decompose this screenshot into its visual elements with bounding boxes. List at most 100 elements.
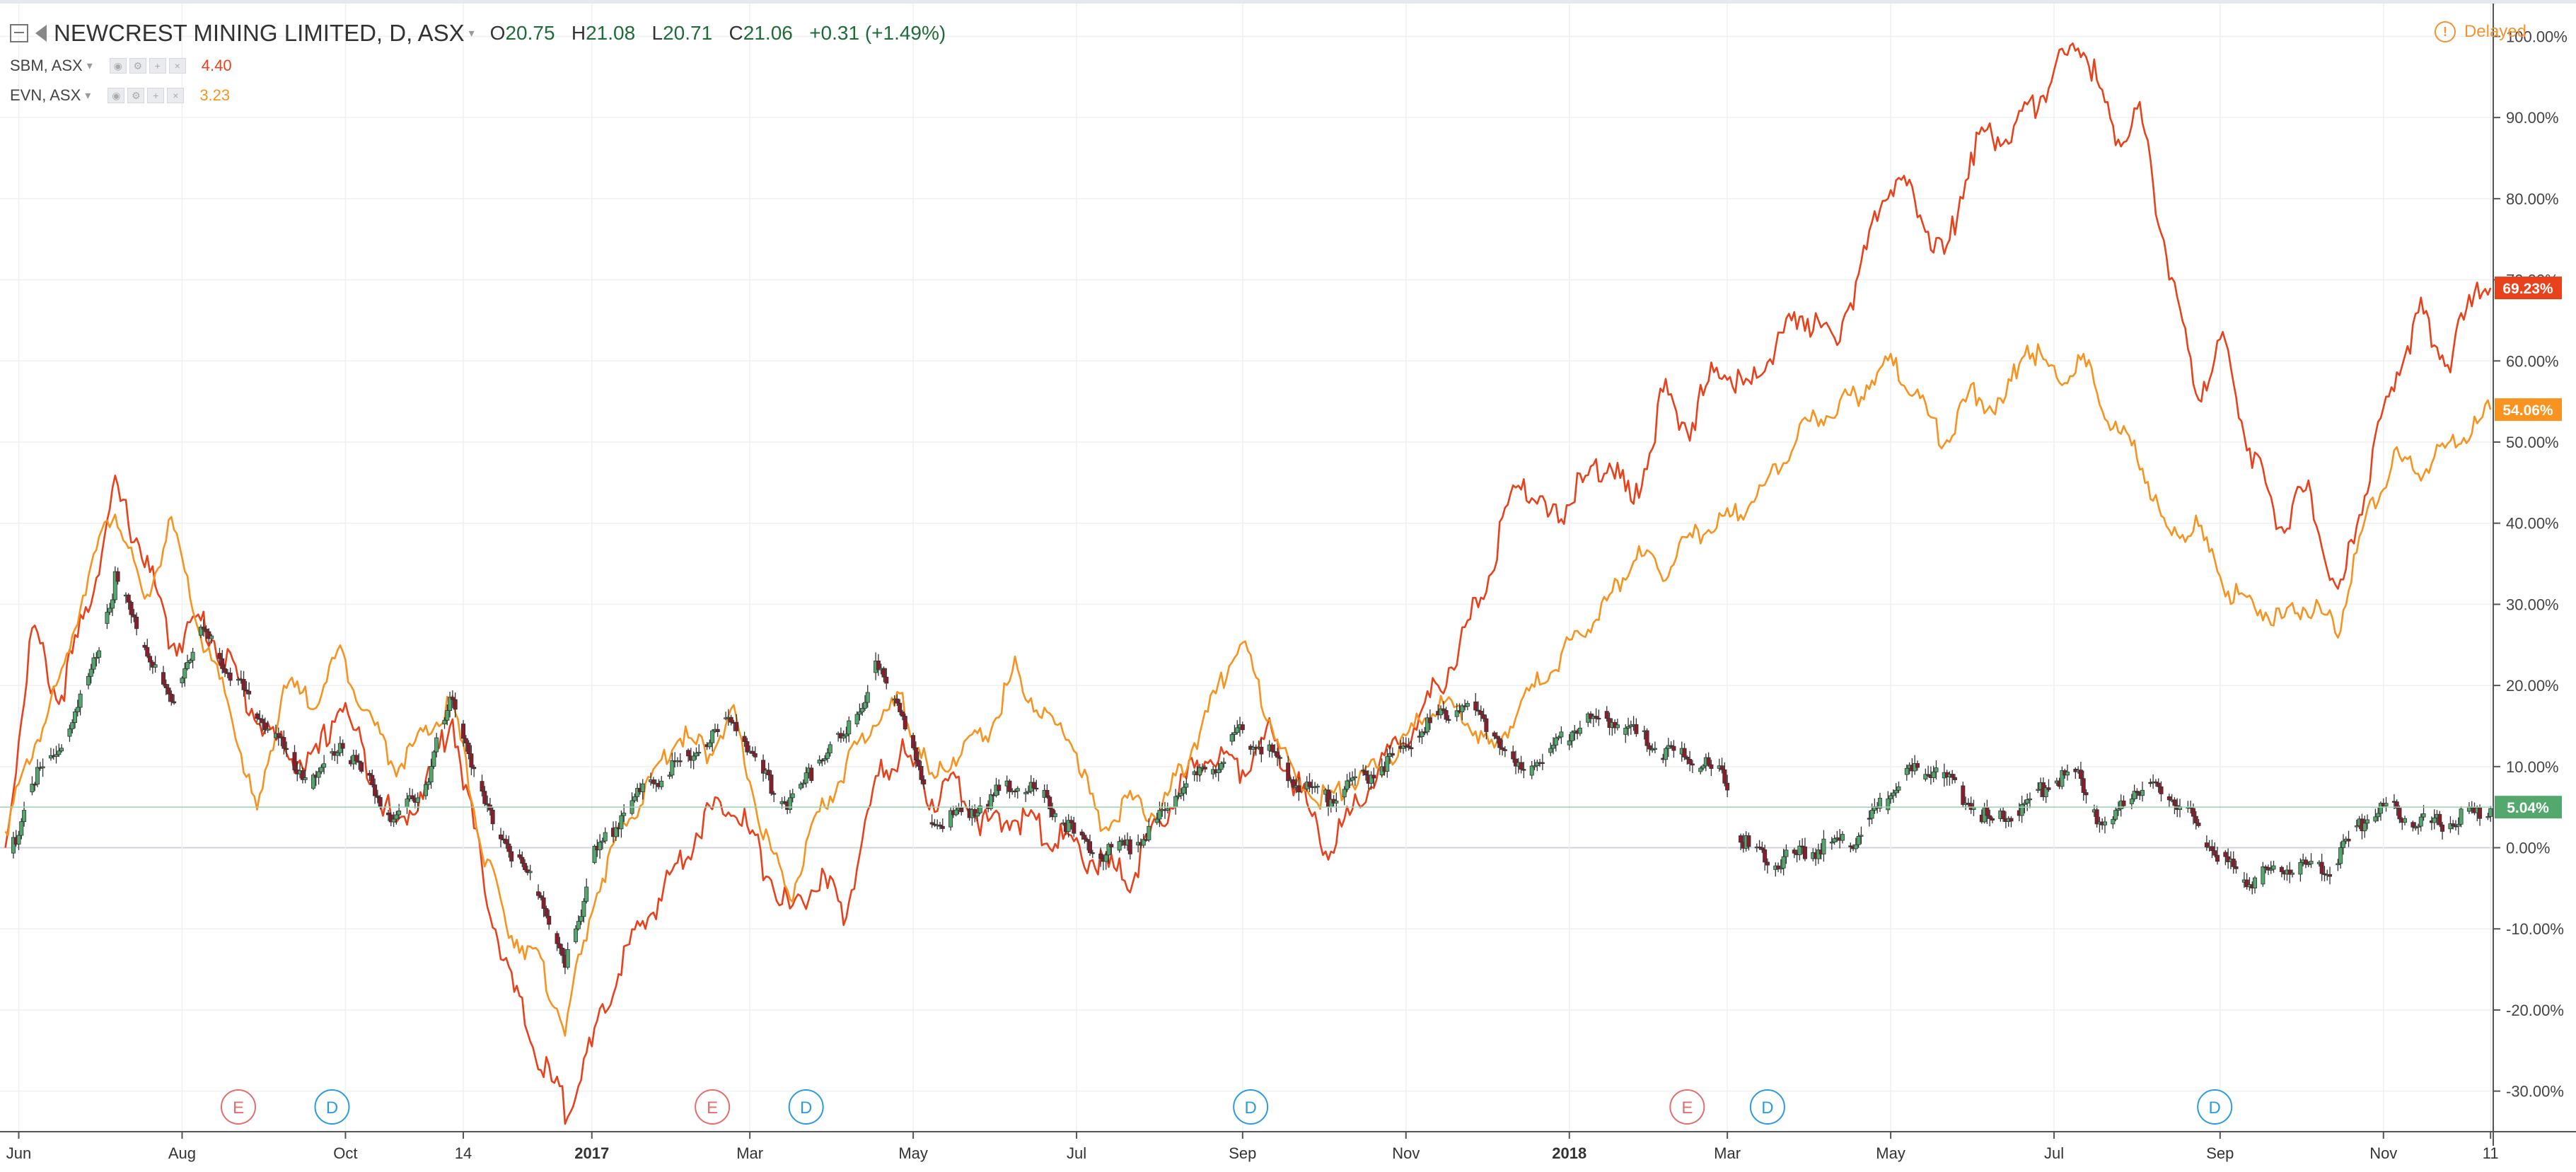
candle-body: [2234, 866, 2239, 869]
flag-icon[interactable]: [35, 25, 47, 42]
event-label: D: [2209, 1098, 2221, 1118]
chevron-down-icon[interactable]: ▾: [468, 28, 475, 40]
dividend-marker[interactable]: D: [314, 1089, 350, 1125]
candle-body: [988, 794, 993, 809]
candle-body: [2156, 782, 2161, 787]
settings-icon[interactable]: ⚙: [129, 58, 146, 74]
candle-body: [70, 722, 75, 730]
chevron-down-icon[interactable]: ▾: [85, 90, 91, 102]
dividend-marker[interactable]: D: [1749, 1089, 1785, 1125]
candle-body: [1342, 789, 1347, 798]
candle-body: [1746, 835, 1751, 847]
candle-body: [255, 713, 260, 719]
candle-body: [33, 784, 37, 786]
candle-body: [2111, 818, 2116, 825]
candle-body: [1154, 818, 1159, 823]
candle-body: [903, 716, 907, 730]
candle-body: [2271, 865, 2276, 870]
candle-body: [424, 784, 429, 796]
candle-body: [180, 678, 185, 684]
candle-body: [16, 835, 21, 845]
eye-icon[interactable]: ◉: [109, 58, 127, 74]
candle-body: [1400, 745, 1405, 749]
candle-body: [1570, 731, 1574, 741]
eye-icon[interactable]: ◉: [108, 88, 125, 103]
candle-body: [2193, 816, 2198, 823]
earnings-marker[interactable]: E: [1669, 1089, 1705, 1125]
candle-body: [115, 571, 120, 582]
dividend-marker[interactable]: D: [2197, 1089, 2233, 1125]
candle-body: [1439, 708, 1444, 716]
collapse-legend-icon[interactable]: [10, 24, 28, 42]
candle-body: [2196, 823, 2201, 826]
candle-body: [182, 668, 187, 679]
candle-body: [1896, 786, 1901, 791]
candle-body: [2378, 803, 2383, 814]
candle-body: [2410, 822, 2415, 828]
compare-legend-evn: EVN, ASX ▾ ◉ ⚙ + × 3.23: [10, 86, 230, 105]
candle-body: [1950, 774, 1955, 778]
candle-body: [2338, 847, 2343, 864]
candle-body: [2456, 823, 2461, 827]
candle-body: [940, 825, 945, 829]
candle-body: [2403, 818, 2408, 823]
compare-symbol-evn[interactable]: EVN, ASX: [10, 86, 81, 104]
candle-body: [2253, 877, 2258, 889]
candle-body: [584, 886, 589, 902]
candle-body: [592, 845, 597, 863]
candle-body: [1690, 763, 1695, 766]
candle-body: [373, 784, 378, 796]
candle-body: [2319, 861, 2324, 874]
close-icon[interactable]: ×: [167, 88, 185, 103]
delayed-indicator[interactable]: ! Delayed: [2434, 21, 2526, 42]
last-value-text: 54.06%: [2502, 402, 2553, 419]
candle-body: [876, 660, 881, 671]
plus-icon[interactable]: +: [149, 58, 166, 74]
candle-body: [490, 809, 495, 825]
candle-body: [311, 774, 315, 789]
candle-body: [1644, 730, 1649, 746]
high-value: 21.08: [586, 22, 636, 44]
candle-body: [1968, 803, 1973, 810]
candle-body: [1088, 841, 1093, 853]
candle-body: [600, 840, 605, 843]
y-tick-label: 20.00%: [2506, 677, 2559, 695]
candle-body: [523, 863, 528, 871]
candle-body: [410, 795, 415, 799]
candle-body: [57, 750, 62, 755]
candle-body: [659, 780, 664, 787]
chevron-down-icon[interactable]: ▾: [86, 60, 93, 72]
close-icon[interactable]: ×: [168, 58, 186, 74]
dividend-marker[interactable]: D: [788, 1089, 824, 1125]
candle-body: [581, 900, 586, 917]
compare-symbol-sbm[interactable]: SBM, ASX: [10, 57, 83, 74]
candle-body: [576, 921, 581, 929]
candle-body: [1671, 745, 1676, 751]
candle-body: [2432, 817, 2437, 823]
candle-body: [2212, 850, 2217, 856]
candle-body: [2303, 859, 2308, 865]
dividend-marker[interactable]: D: [1233, 1089, 1269, 1125]
candle-body: [1176, 795, 1180, 797]
event-circle: [1669, 1089, 1705, 1125]
x-tick-label: Oct: [333, 1144, 357, 1162]
candle-body: [2298, 861, 2303, 875]
candle-body: [536, 891, 541, 896]
earnings-marker[interactable]: E: [220, 1089, 256, 1125]
candle-body: [857, 712, 862, 715]
candle-body: [922, 779, 927, 784]
settings-icon[interactable]: ⚙: [127, 88, 145, 103]
main-symbol-title[interactable]: NEWCREST MINING LIMITED, D, ASX: [54, 20, 465, 46]
candle-body: [1634, 724, 1639, 734]
plus-icon[interactable]: +: [147, 88, 165, 103]
candle-body: [1802, 846, 1807, 859]
series-line-evn: [4, 343, 2492, 1037]
candle-body: [544, 908, 549, 917]
candle-body: [729, 716, 733, 723]
candle-body: [1444, 710, 1449, 720]
top-border: [0, 0, 2576, 4]
candle-body: [509, 851, 514, 861]
earnings-marker[interactable]: E: [695, 1089, 731, 1125]
candle-body: [2415, 825, 2420, 828]
